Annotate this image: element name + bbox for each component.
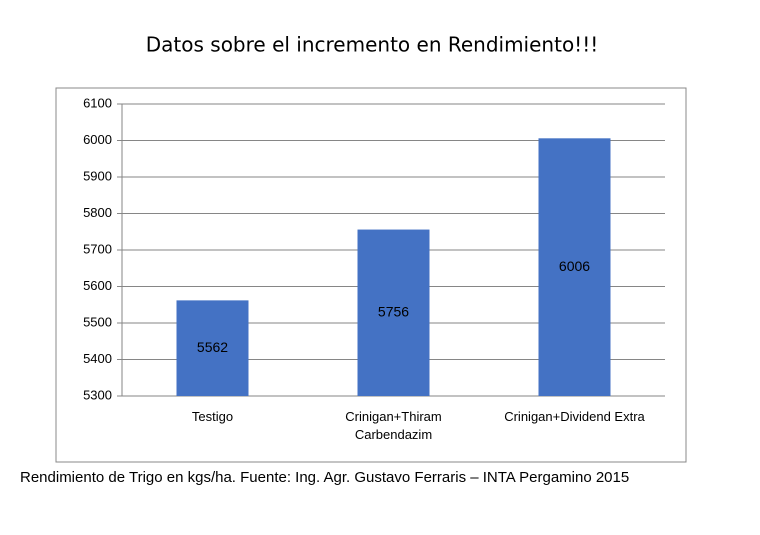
x-tick-label: Crinigan+Thiram Carbendazim bbox=[345, 409, 442, 442]
y-tick-label: 5900 bbox=[83, 168, 112, 183]
y-tick-label: 6000 bbox=[83, 132, 112, 147]
y-tick-label: 5700 bbox=[83, 241, 112, 256]
y-tick-label: 5800 bbox=[83, 205, 112, 220]
y-tick-label: 5300 bbox=[83, 387, 112, 402]
bar bbox=[357, 229, 430, 396]
caption: Rendimiento de Trigo en kgs/ha. Fuente: … bbox=[20, 469, 629, 486]
x-tick-label: Crinigan+Dividend Extra bbox=[504, 409, 645, 424]
chart-frame bbox=[55, 87, 687, 463]
y-tick-label: 6100 bbox=[83, 95, 112, 110]
data-label: 5756 bbox=[378, 303, 409, 319]
bar bbox=[176, 300, 249, 396]
data-label: 5562 bbox=[197, 339, 228, 355]
bar bbox=[538, 138, 611, 396]
chart-title: Datos sobre el incremento en Rendimiento… bbox=[146, 33, 598, 57]
y-tick-label: 5600 bbox=[83, 278, 112, 293]
data-label: 6006 bbox=[559, 258, 590, 274]
y-tick-label: 5500 bbox=[83, 314, 112, 329]
x-tick-label: Testigo bbox=[191, 409, 234, 424]
y-tick-label: 5400 bbox=[83, 351, 112, 366]
